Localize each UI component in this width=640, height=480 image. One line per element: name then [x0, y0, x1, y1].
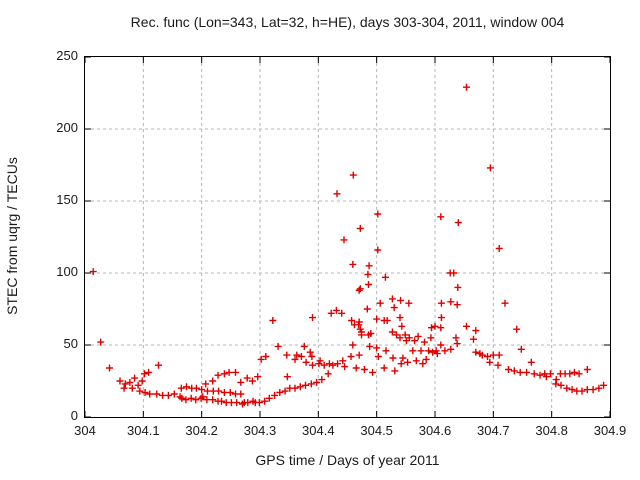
chart-title: Rec. func (Lon=343, Lat=32, h=HE), days …	[130, 14, 565, 30]
x-tick-label: 304.2	[185, 423, 218, 438]
x-tick-label: 304.9	[593, 423, 627, 438]
x-axis-label: GPS time / Days of year 2011	[255, 452, 440, 468]
plot-area	[84, 56, 611, 418]
y-tick-label: 200	[56, 120, 78, 135]
data-points	[89, 83, 608, 408]
x-tick-label: 304.5	[360, 423, 393, 438]
x-tick-label: 304.7	[477, 423, 510, 438]
y-tick-label: 50	[63, 336, 78, 351]
y-tick-label: 250	[56, 48, 78, 63]
scatter-plot	[85, 57, 610, 417]
x-tick-label: 304	[74, 423, 96, 438]
x-tick-label: 304.8	[535, 423, 568, 438]
y-tick-label: 0	[70, 408, 78, 423]
x-tick-label: 304.6	[418, 423, 452, 438]
y-tick-label: 100	[56, 264, 78, 279]
y-tick-label: 150	[56, 192, 78, 207]
y-axis-label: STEC from uqrg / TECUs	[4, 157, 20, 315]
x-tick-label: 304.3	[243, 423, 277, 438]
x-tick-label: 304.1	[127, 423, 160, 438]
x-tick-label: 304.4	[302, 423, 335, 438]
